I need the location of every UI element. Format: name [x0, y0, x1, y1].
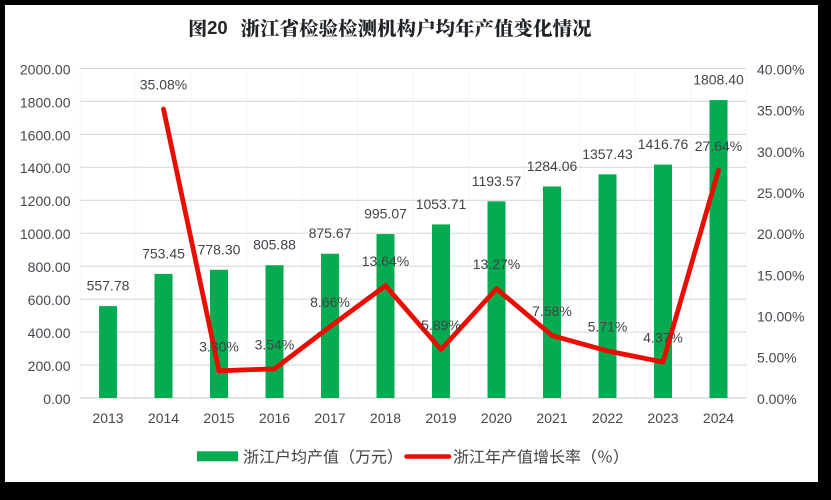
- svg-text:200.00: 200.00: [28, 358, 71, 374]
- svg-text:40.00%: 40.00%: [757, 61, 804, 77]
- svg-text:2021: 2021: [536, 410, 567, 426]
- svg-text:2018: 2018: [370, 410, 401, 426]
- svg-text:20.00%: 20.00%: [757, 226, 804, 242]
- svg-text:2014: 2014: [148, 410, 179, 426]
- svg-text:1800.00: 1800.00: [20, 94, 71, 110]
- svg-text:2022: 2022: [592, 410, 623, 426]
- svg-text:3.54%: 3.54%: [255, 336, 295, 352]
- svg-text:2016: 2016: [259, 410, 290, 426]
- svg-text:10.00%: 10.00%: [757, 309, 804, 325]
- svg-text:995.07: 995.07: [364, 206, 407, 222]
- svg-text:15.00%: 15.00%: [757, 267, 804, 283]
- svg-text:4.37%: 4.37%: [643, 330, 683, 346]
- svg-text:778.30: 778.30: [198, 241, 241, 257]
- svg-text:30.00%: 30.00%: [757, 144, 804, 160]
- svg-text:0.00: 0.00: [43, 391, 70, 407]
- svg-text:800.00: 800.00: [28, 259, 71, 275]
- svg-text:753.45: 753.45: [142, 245, 185, 261]
- svg-text:1357.43: 1357.43: [582, 146, 633, 162]
- svg-text:27.64%: 27.64%: [695, 138, 742, 154]
- svg-text:20: 20: [207, 17, 228, 38]
- svg-text:8.66%: 8.66%: [310, 294, 350, 310]
- svg-text:2013: 2013: [92, 410, 123, 426]
- svg-text:2020: 2020: [481, 410, 512, 426]
- svg-text:5.71%: 5.71%: [588, 319, 628, 335]
- svg-text:1400.00: 1400.00: [20, 160, 71, 176]
- svg-text:1808.40: 1808.40: [693, 72, 744, 88]
- svg-text:2000.00: 2000.00: [20, 61, 71, 77]
- svg-text:2015: 2015: [203, 410, 234, 426]
- svg-text:1053.71: 1053.71: [416, 196, 467, 212]
- svg-text:13.27%: 13.27%: [473, 256, 520, 272]
- svg-text:35.08%: 35.08%: [140, 77, 187, 93]
- svg-text:25.00%: 25.00%: [757, 185, 804, 201]
- svg-text:557.78: 557.78: [87, 278, 130, 294]
- svg-text:1416.76: 1416.76: [638, 136, 689, 152]
- svg-text:3.30%: 3.30%: [199, 338, 239, 354]
- svg-text:875.67: 875.67: [309, 225, 352, 241]
- svg-text:2023: 2023: [647, 410, 678, 426]
- svg-text:35.00%: 35.00%: [757, 103, 804, 119]
- svg-text:600.00: 600.00: [28, 292, 71, 308]
- svg-text:2024: 2024: [703, 410, 734, 426]
- svg-text:2019: 2019: [425, 410, 456, 426]
- svg-text:5.89%: 5.89%: [421, 317, 461, 333]
- svg-text:1284.06: 1284.06: [527, 158, 578, 174]
- svg-text:1200.00: 1200.00: [20, 193, 71, 209]
- svg-text:1193.57: 1193.57: [472, 173, 522, 189]
- svg-text:1600.00: 1600.00: [20, 127, 71, 143]
- svg-text:805.88: 805.88: [253, 237, 296, 253]
- svg-text:7.58%: 7.58%: [532, 303, 572, 319]
- svg-text:1000.00: 1000.00: [20, 226, 71, 242]
- svg-text:13.64%: 13.64%: [362, 253, 409, 269]
- svg-text:2017: 2017: [314, 410, 345, 426]
- svg-text:5.00%: 5.00%: [757, 350, 797, 366]
- svg-text:0.00%: 0.00%: [757, 391, 797, 407]
- svg-text:400.00: 400.00: [28, 325, 71, 341]
